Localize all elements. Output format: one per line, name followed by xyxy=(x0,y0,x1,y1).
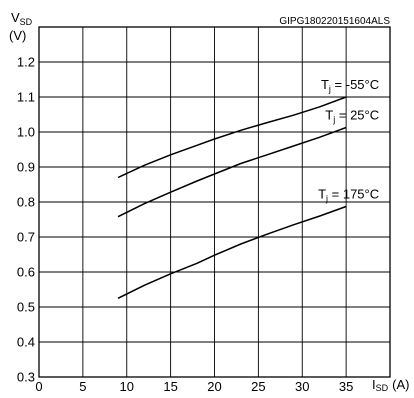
y-tick-label: 0.3 xyxy=(17,370,35,385)
figure-code: GIPG180220151604ALS xyxy=(279,16,390,27)
y-tick-label: 1.2 xyxy=(17,55,35,70)
series-label-main: T xyxy=(321,77,329,92)
series-label-main: T xyxy=(325,107,333,122)
series-label: Tj = -55°C xyxy=(321,77,379,94)
y-tick-label: 1.0 xyxy=(17,125,35,140)
series-line xyxy=(117,96,347,179)
series-label: Tj = 175°C xyxy=(318,187,379,204)
series-line xyxy=(117,205,347,299)
y-tick-label: 0.6 xyxy=(17,265,35,280)
y-tick-label: 0.9 xyxy=(17,160,35,175)
x-tick-label: 30 xyxy=(295,379,309,394)
x-axis-label-main: I xyxy=(372,377,376,392)
x-tick-label: 0 xyxy=(35,379,42,394)
y-tick-label: 0.7 xyxy=(17,230,35,245)
series-label: Tj = 25°C xyxy=(325,107,379,124)
x-tick-label: 20 xyxy=(207,379,221,394)
x-tick-label: 10 xyxy=(120,379,134,394)
x-axis-label-sub: SD xyxy=(376,383,389,393)
plot-frame xyxy=(38,26,391,378)
x-tick-label: 15 xyxy=(163,379,177,394)
series-label-rest: = 175°C xyxy=(328,187,379,202)
y-tick-label: 1.1 xyxy=(17,90,35,105)
x-axis-label-unit: (A) xyxy=(392,377,409,392)
x-tick-label: 25 xyxy=(251,379,265,394)
y-axis-unit: (V) xyxy=(9,28,26,43)
series-label-sub: j xyxy=(332,114,335,124)
y-tick-label: 0.8 xyxy=(17,195,35,210)
x-tick-label: 5 xyxy=(79,379,86,394)
series-label-main: T xyxy=(318,187,326,202)
series-label-sub: j xyxy=(328,84,331,94)
curves: Tj = -55°CTj = 25°CTj = 175°C xyxy=(117,77,379,299)
tick-labels: 0 5 10 15 20 25 30 35 0.3 0.4 0.5 0.6 0.7 0.8 0.9 1.0 1.… xyxy=(17,55,353,395)
series-line xyxy=(117,126,347,218)
x-tick-label: 35 xyxy=(339,379,353,394)
series-label-rest: = -55°C xyxy=(331,77,379,92)
series-label-rest: = 25°C xyxy=(335,107,379,122)
grid-lines xyxy=(39,27,390,377)
series-label-sub: j xyxy=(325,194,328,204)
y-axis-label-sub: SD xyxy=(20,17,33,27)
y-tick-label: 0.5 xyxy=(17,300,35,315)
y-tick-label: 0.4 xyxy=(17,335,35,350)
y-axis-label: VSD xyxy=(11,10,33,27)
x-axis-label: ISD (A) xyxy=(372,377,409,393)
y-axis-label-main: V xyxy=(11,10,20,25)
